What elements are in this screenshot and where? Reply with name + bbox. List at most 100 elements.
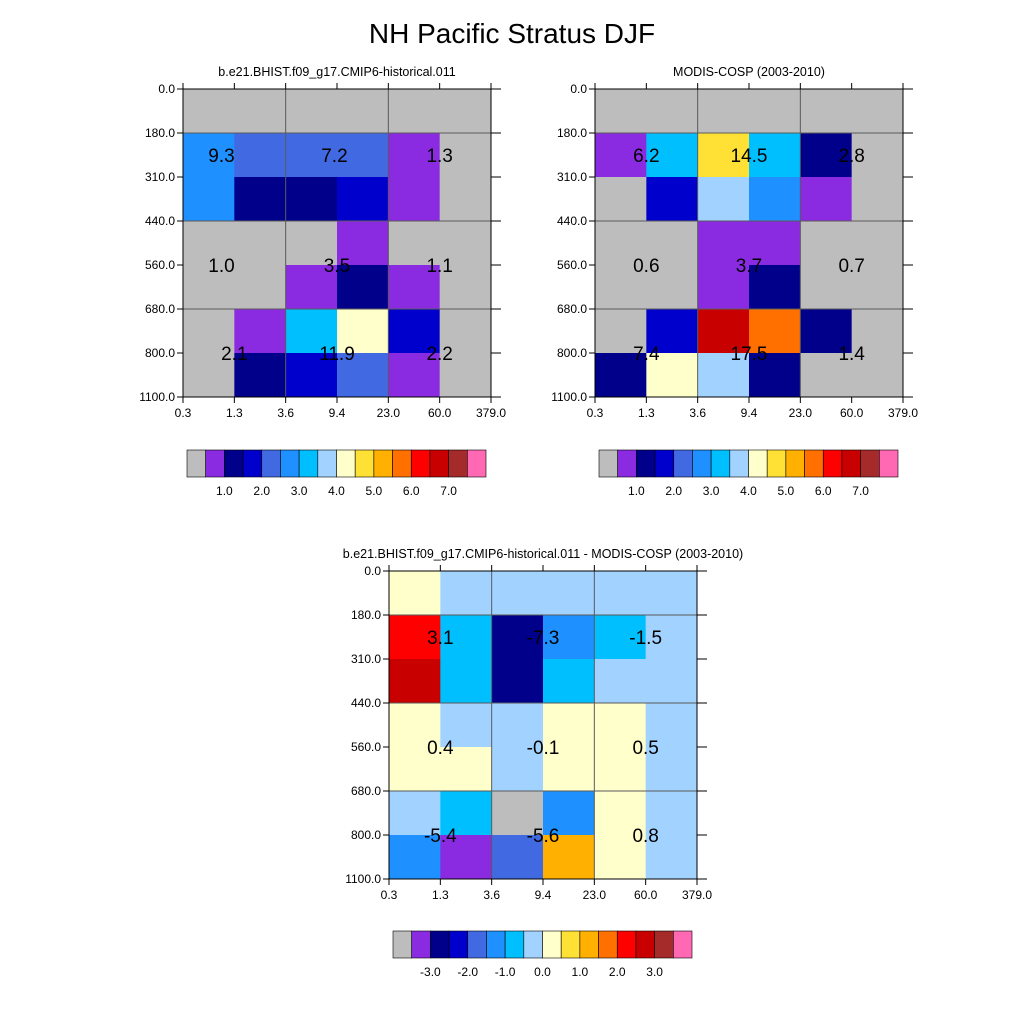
heatmap-cell [439, 177, 492, 222]
heatmap-cell [595, 133, 647, 178]
heatmap-cell [800, 89, 853, 134]
colorbar-label: 1.0 [572, 965, 589, 979]
x-tick-label: 23.0 [789, 406, 813, 420]
x-tick-label: 379.0 [888, 406, 918, 420]
colorbar-swatch [224, 449, 244, 478]
colorbar-swatch [411, 930, 431, 959]
x-tick-label: 60.0 [840, 406, 864, 420]
colorbar-swatch [579, 930, 599, 959]
colorbar-swatch [467, 449, 487, 478]
heatmap-cell [234, 133, 287, 178]
heatmap-cell [440, 747, 493, 792]
x-tick-label: 9.4 [535, 888, 552, 902]
heatmap-cell [491, 747, 544, 792]
data-label: 1.4 [838, 344, 865, 365]
colorbar-label: 0.0 [534, 965, 551, 979]
heatmap-cell [543, 747, 595, 792]
heatmap-cell [749, 89, 801, 134]
heatmap-cell [543, 571, 595, 616]
x-tick-label: 3.6 [277, 406, 294, 420]
colorbar-swatch [822, 449, 843, 478]
heatmap-cell [851, 265, 904, 310]
x-tick-label: 0.3 [381, 888, 398, 902]
heatmap-cell [440, 791, 493, 836]
heatmap-cell [646, 133, 699, 178]
heatmap-cell [595, 177, 647, 222]
colorbar-swatch [261, 449, 281, 478]
heatmap-cell [749, 133, 801, 178]
heatmap-cell [851, 177, 904, 222]
heatmap-cell [800, 265, 853, 310]
heatmap-cell [749, 265, 801, 310]
heatmap-cell [388, 89, 441, 134]
heatmap-cell [697, 309, 750, 354]
x-tick-label: 0.3 [175, 406, 192, 420]
heatmap-cell [594, 659, 647, 704]
heatmap-cell [440, 615, 493, 660]
colorbar-label: 3.0 [703, 484, 720, 498]
colorbar-label: 7.0 [440, 484, 457, 498]
heatmap-cell [440, 835, 493, 880]
x-tick-label: 9.4 [329, 406, 346, 420]
colorbar-swatch [860, 449, 880, 478]
heatmap-cell [285, 133, 338, 178]
heatmap-cell [543, 791, 595, 836]
heatmap-cell [285, 177, 338, 222]
heatmap-cell [851, 133, 904, 178]
heatmap-cell [388, 265, 441, 310]
colorbar-swatch [748, 449, 768, 478]
heatmap-cell [234, 353, 287, 398]
heatmap-cell [595, 89, 647, 134]
heatmap-cell [851, 353, 904, 398]
colorbar-swatch [392, 930, 412, 959]
heatmap-cell [800, 353, 853, 398]
colorbar-swatch [616, 930, 637, 959]
heatmap-cell [491, 835, 544, 880]
y-tick-label: 310.0 [145, 170, 175, 184]
y-tick-label: 800.0 [557, 346, 587, 360]
heatmap-cell [645, 571, 698, 616]
heatmap-cell [749, 177, 801, 222]
colorbar-swatch [205, 449, 225, 478]
colorbar-label: 5.0 [366, 484, 383, 498]
heatmap-cell [389, 571, 441, 616]
heatmap-cell [285, 221, 338, 266]
x-tick-label: 379.0 [476, 406, 506, 420]
panel-model: b.e21.BHIST.f09_g17.CMIP6-historical.011… [139, 65, 506, 498]
colorbar-swatch [729, 449, 749, 478]
heatmap-cell [646, 89, 699, 134]
colorbar-swatch [280, 449, 300, 478]
heatmap-cell [594, 835, 647, 880]
heatmap-cell [285, 265, 338, 310]
data-label: 0.4 [427, 738, 454, 759]
y-tick-label: 1100.0 [345, 872, 381, 886]
heatmap-cell [389, 615, 441, 660]
colorbar-swatch [879, 449, 899, 478]
colorbar-swatch [410, 449, 431, 478]
data-label: 2.1 [221, 344, 247, 365]
colorbar-swatch [617, 449, 637, 478]
y-tick-label: 0.0 [570, 82, 587, 96]
data-label: 0.7 [838, 256, 864, 277]
x-tick-label: 1.3 [638, 406, 655, 420]
heatmap-cell [389, 703, 441, 748]
x-tick-label: 60.0 [634, 888, 658, 902]
data-label: -5.6 [527, 826, 560, 847]
heatmap-cell [491, 791, 544, 836]
data-label: 3.1 [427, 628, 453, 649]
heatmap-cell [543, 703, 595, 748]
x-tick-label: 9.4 [741, 406, 758, 420]
x-tick-label: 1.3 [226, 406, 243, 420]
y-tick-label: 680.0 [145, 302, 175, 316]
heatmap-cell [749, 353, 801, 398]
heatmap-cell [697, 177, 750, 222]
colorbar-label: 4.0 [328, 484, 345, 498]
figure-title: NH Pacific Stratus DJF [368, 18, 656, 49]
y-tick-label: 0.0 [364, 564, 381, 578]
heatmap-cell [440, 571, 493, 616]
colorbar-swatch [654, 930, 674, 959]
heatmap-cell [389, 791, 441, 836]
colorbar-label: 3.0 [646, 965, 663, 979]
heatmap-cell [851, 309, 904, 354]
